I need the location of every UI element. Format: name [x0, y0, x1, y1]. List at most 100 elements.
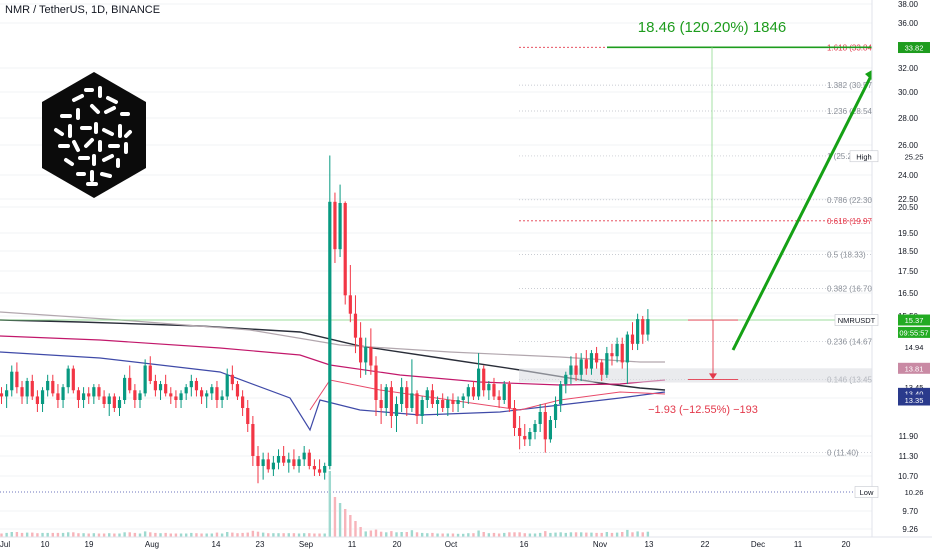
numeraire-logo: [42, 72, 146, 198]
candle-body: [446, 400, 450, 408]
volume-bar: [405, 532, 408, 537]
volume-bar: [497, 533, 501, 537]
fib-label-0.618: 0.618 (19.97): [827, 217, 875, 226]
volume-bar: [523, 533, 526, 537]
candle-body: [615, 343, 619, 357]
volume-bar: [10, 532, 13, 537]
candle-body: [128, 377, 132, 391]
drop-measure-label: −1.93 (−12.55%) −193: [648, 404, 758, 416]
drop-arrowhead: [709, 373, 717, 380]
price-tag-bg: [898, 326, 930, 338]
candle-body: [251, 424, 255, 456]
candle-body: [174, 396, 178, 400]
y-tick-label: 17.50: [898, 267, 919, 276]
candle-body: [394, 404, 399, 416]
ma-black-line: [0, 319, 666, 391]
volume-bar: [574, 532, 578, 537]
volume-bar: [277, 533, 280, 537]
volume-bar: [41, 532, 44, 537]
chart-title: NMR / TetherUS, 1D, BINANCE: [5, 4, 161, 16]
fib-label-0.786: 0.786 (22.30): [827, 196, 875, 205]
price-tag-bg: [898, 314, 930, 326]
fib-label-0.5: 0.5 (18.33): [827, 250, 866, 259]
candle-body: [282, 456, 286, 463]
volume-bar: [605, 532, 609, 537]
candle-body: [87, 393, 91, 397]
volume-bar: [544, 531, 547, 537]
candle-body: [600, 362, 604, 375]
price-tag-bg: [898, 150, 930, 162]
fib-label-1: 1 (25.27): [827, 152, 859, 161]
candle-body: [528, 432, 532, 440]
x-tick-label: 20: [842, 540, 851, 549]
y-tick-label: 36.00: [898, 19, 919, 28]
candle-body: [564, 374, 568, 385]
volume-bar: [420, 532, 424, 537]
volume-bar: [256, 531, 260, 537]
candle-body: [169, 393, 173, 397]
fib-label-0.382: 0.382 (16.70): [827, 285, 875, 294]
candle-body: [235, 384, 240, 397]
candle-body: [51, 380, 55, 394]
price-tag-bg: [898, 341, 930, 353]
candle-body: [389, 387, 393, 416]
price-tag-2525: 25.25: [905, 152, 924, 161]
candle-body: [384, 387, 388, 408]
price-axis[interactable]: 38.00 36.00 32.00 30.00 28.00 26.00 24.00 22.50…: [871, 0, 932, 537]
candle-body: [333, 201, 337, 250]
volume-bar: [179, 533, 183, 537]
candle-body: [420, 400, 424, 416]
candle-body: [107, 396, 111, 404]
volume-bar: [149, 532, 152, 537]
volume-bar: [72, 532, 75, 537]
candle-body: [379, 400, 383, 408]
x-tick-label: 13: [645, 540, 654, 549]
volume-bar: [390, 531, 393, 537]
volume-bar: [292, 533, 296, 537]
candle-body: [215, 387, 219, 400]
candle-body: [25, 380, 29, 397]
price-tag-bg: [834, 314, 879, 326]
candle-body: [353, 313, 358, 338]
fib-label-1.236: 1.236 (28.54): [827, 107, 875, 116]
volume-bar: [220, 533, 224, 537]
volume-bar: [15, 532, 19, 537]
volume-bar: [595, 532, 598, 537]
y-tick-label: 16.50: [898, 289, 919, 298]
candle-body: [369, 346, 373, 366]
volume-bar: [195, 533, 198, 537]
candle-body: [184, 387, 188, 394]
volume-bar: [77, 533, 80, 537]
ma-red-line: [309, 379, 666, 411]
price-tag-bg: [898, 387, 930, 399]
volume-bar: [20, 532, 24, 537]
volume-bar: [128, 532, 131, 537]
candle-body: [179, 393, 183, 400]
volume-bar: [508, 532, 511, 537]
volume-bar: [61, 532, 65, 537]
price-tag-3382: 33.82: [905, 44, 924, 53]
volume-bar: [118, 533, 121, 537]
candle-body: [605, 353, 609, 375]
time-axis-bg: [0, 537, 932, 550]
volume-bars: [0, 471, 650, 537]
fib-label-0: 0 (11.40): [827, 449, 859, 458]
candle-body: [589, 353, 594, 369]
y-tick-label: 19.50: [898, 229, 919, 238]
projection-arrow: [731, 73, 874, 351]
volume-bar: [328, 471, 332, 537]
candle-body: [410, 393, 414, 408]
time-axis[interactable]: Jul 10 19 Aug 14 23 Sep 11 20 Oct 16 Nov 13 22 Dec 11 20: [0, 536, 932, 550]
candle-body: [482, 368, 486, 391]
volume-bar: [554, 532, 557, 537]
candle-body: [512, 408, 517, 428]
candle-body: [76, 390, 81, 400]
target-measure-label: 18.46 (120.20%) 1846: [638, 19, 786, 36]
price-tag-bg: [849, 150, 879, 163]
volume-bar: [564, 532, 567, 537]
candle-body: [302, 452, 306, 460]
price-tag-bg: [898, 381, 930, 393]
candle-body: [343, 203, 347, 296]
candle-body: [533, 424, 537, 432]
